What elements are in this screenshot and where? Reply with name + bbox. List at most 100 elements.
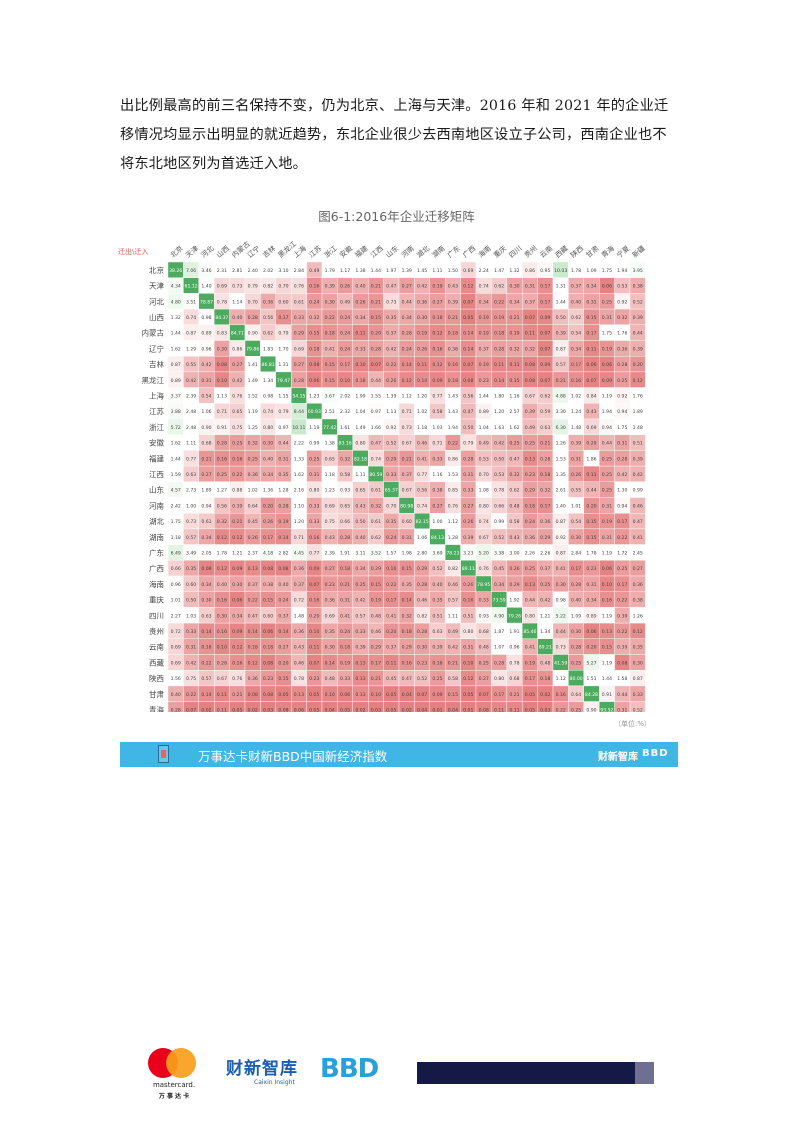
cell-value: 0.34 <box>571 346 581 352</box>
cell-value: 3.00 <box>509 550 519 556</box>
cell-value: 0.76 <box>448 503 458 509</box>
cell-value: 0.22 <box>617 598 627 604</box>
cell-value: 0.47 <box>386 284 396 290</box>
cell-value: 0.19 <box>417 331 427 337</box>
cell-value: 0.12 <box>232 535 242 541</box>
cell-value: 1.02 <box>571 393 581 399</box>
cell-value: 0.42 <box>232 378 242 384</box>
cell-value: 1.10 <box>294 503 304 509</box>
cell-value: 1.03 <box>186 613 196 619</box>
cell-value: 0.51 <box>432 613 442 619</box>
cell-value: 0.16 <box>602 598 612 604</box>
cell-value: 0.39 <box>633 346 643 352</box>
cell-value: 0.87 <box>633 676 643 682</box>
cell-value: 1.57 <box>386 550 396 556</box>
cell-value: 0.18 <box>540 676 550 682</box>
cell-value: 2.45 <box>633 550 643 556</box>
cell-value: 0.80 <box>463 629 473 635</box>
cell-value: 0.89 <box>586 613 596 619</box>
cell-value: 0.86 <box>448 456 458 462</box>
cell-value: 0.07 <box>540 331 550 337</box>
cell-value: 0.67 <box>525 393 535 399</box>
banner-brand-caixin: 财新智库 <box>598 752 638 763</box>
cell-value: 0.14 <box>278 629 288 635</box>
cell-value: 3.38 <box>494 550 504 556</box>
cell-value: 0.06 <box>602 566 612 572</box>
cell-value: 0.40 <box>355 284 365 290</box>
cell-value: 0.74 <box>479 519 489 525</box>
cell-value: 2.02 <box>263 268 273 274</box>
cell-value: 0.64 <box>571 692 581 698</box>
row-header: 广西 <box>149 563 164 573</box>
cell-value: 0.69 <box>294 346 304 352</box>
cell-value: 1.12 <box>402 393 412 399</box>
cell-value: 0.36 <box>294 566 304 572</box>
cell-value: 0.05 <box>463 315 473 321</box>
cell-value: 0.40 <box>232 315 242 321</box>
cell-value: 0.40 <box>571 299 581 305</box>
cell-value: 0.15 <box>586 315 596 321</box>
cell-value: 0.71 <box>432 441 442 447</box>
cell-value: 0.17 <box>571 362 581 368</box>
cell-value: 73.59 <box>493 598 506 604</box>
cell-value: 0.13 <box>355 676 365 682</box>
cell-value: 0.40 <box>571 598 581 604</box>
banner-brand-bbd: BBD <box>642 748 669 759</box>
cell-value: 3.23 <box>463 550 473 556</box>
mastercard-orange-circle-icon <box>166 1048 196 1078</box>
cell-value: 0.39 <box>617 613 627 619</box>
cell-value: 0.46 <box>294 660 304 666</box>
cell-value: 0.34 <box>355 315 365 321</box>
cell-value: 0.21 <box>509 692 519 698</box>
cell-value: 0.09 <box>432 692 442 698</box>
cell-value: 0.18 <box>525 503 535 509</box>
cell-value: 0.25 <box>217 472 227 478</box>
cell-value: 1.55 <box>371 393 381 399</box>
cell-value: 0.01 <box>432 707 442 712</box>
cell-value: 0.03 <box>371 707 381 712</box>
cell-value: 0.12 <box>463 676 473 682</box>
cell-value: 1.62 <box>171 441 181 447</box>
cell-value: 0.37 <box>294 582 304 588</box>
cell-value: 0.25 <box>232 441 242 447</box>
cell-value: 0.74 <box>479 284 489 290</box>
cell-value: 0.60 <box>263 613 273 619</box>
cell-value: 0.35 <box>325 629 335 635</box>
cell-value: 0.87 <box>556 519 566 525</box>
cell-value: 0.38 <box>633 598 643 604</box>
migration-matrix: 迁出\迁入 北京 天津 河北 山西 内蒙古辽宁 吉林 黑龙江上海 江苏 浙江 安徽 福建 江西 山东 河南湖… <box>118 239 647 712</box>
cell-value: 84.28 <box>585 692 598 698</box>
cell-value: 0.40 <box>171 692 181 698</box>
cell-value: 0.20 <box>371 331 381 337</box>
cell-value: 0.24 <box>386 535 396 541</box>
cell-value: 0.56 <box>217 503 227 509</box>
cell-value: 0.35 <box>386 315 396 321</box>
cell-value: 0.58 <box>432 409 442 415</box>
cell-value: 1.36 <box>263 488 273 494</box>
cell-value: 0.28 <box>294 378 304 384</box>
cell-value: 0.75 <box>232 425 242 431</box>
cell-value: 0.18 <box>448 378 458 384</box>
cell-value: 0.13 <box>248 566 258 572</box>
cell-value: 0.25 <box>602 472 612 478</box>
bbd-logo: BBD <box>320 1054 379 1084</box>
cell-value: 0.21 <box>371 676 381 682</box>
cell-value: 0.70 <box>479 472 489 478</box>
cell-value: 0.63 <box>540 425 550 431</box>
cell-value: 0.88 <box>232 488 242 494</box>
cell-value: 0.29 <box>386 456 396 462</box>
cell-value: 1.43 <box>448 409 458 415</box>
cell-value: 0.78 <box>217 299 227 305</box>
cell-value: 0.02 <box>201 707 211 712</box>
row-header: 西藏 <box>149 657 164 667</box>
cell-value: 0.71 <box>217 409 227 415</box>
cell-value: 0.47 <box>509 456 519 462</box>
cell-value: 0.80 <box>479 503 489 509</box>
cell-value: 0.27 <box>633 566 643 572</box>
cell-value: 0.76 <box>232 393 242 399</box>
cell-value: 0.73 <box>556 645 566 651</box>
cell-value: 0.40 <box>217 582 227 588</box>
cell-value: 0.57 <box>355 613 365 619</box>
row-header: 福建 <box>149 453 164 463</box>
cell-value: 0.39 <box>571 441 581 447</box>
